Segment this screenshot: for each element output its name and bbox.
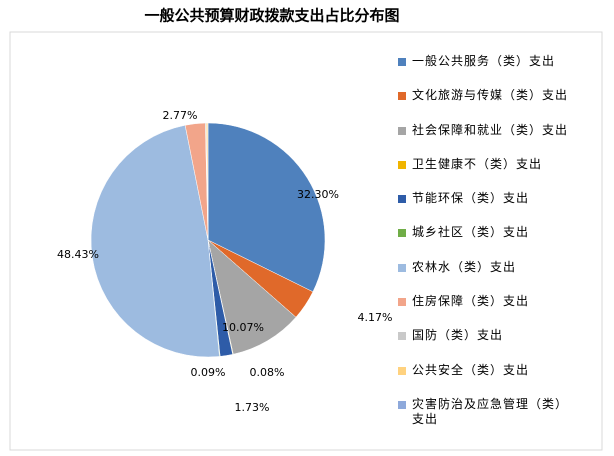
data-label: 48.43% — [57, 248, 99, 261]
pie-slice — [207, 122, 326, 293]
legend-item: 一般公共服务（类）支出 — [398, 54, 588, 88]
legend-swatch — [398, 298, 406, 307]
legend-item: 城乡社区（类）支出 — [398, 225, 588, 259]
legend-label: 社会保障和就业（类）支出 — [412, 122, 569, 137]
legend-swatch — [398, 263, 406, 272]
legend-label: 卫生健康不（类）支出 — [412, 156, 543, 171]
legend-label: 文化旅游与传媒（类）支出 — [412, 88, 569, 103]
pie-slice — [207, 239, 297, 355]
legend-label: 农林水（类）支出 — [412, 259, 517, 274]
data-label: 0.08% — [250, 366, 285, 379]
data-label: 0.09% — [191, 366, 226, 379]
data-label: 2.77% — [163, 109, 198, 122]
legend-swatch — [398, 400, 406, 409]
legend-item: 灾害防治及应急管理（类）支出 — [398, 397, 588, 431]
legend-item: 公共安全（类）支出 — [398, 363, 588, 397]
data-label: 1.73% — [235, 401, 270, 414]
data-label: 4.17% — [358, 311, 393, 324]
legend-item: 文化旅游与传媒（类）支出 — [398, 88, 588, 122]
chart-title: 一般公共预算财政拨款支出占比分布图 — [144, 7, 399, 25]
legend-swatch — [398, 332, 406, 341]
legend-item: 社会保障和就业（类）支出 — [398, 123, 588, 157]
legend-label: 节能环保（类）支出 — [412, 191, 530, 206]
legend-item: 农林水（类）支出 — [398, 260, 588, 294]
legend-label: 灾害防治及应急管理（类）支出 — [412, 396, 569, 426]
legend-swatch — [398, 195, 406, 204]
legend-swatch — [398, 92, 406, 101]
legend-label: 住房保障（类）支出 — [412, 294, 530, 309]
legend-label: 国防（类）支出 — [412, 328, 504, 343]
legend-label: 一般公共服务（类）支出 — [412, 54, 556, 68]
legend-item: 住房保障（类）支出 — [398, 294, 588, 328]
legend: 一般公共服务（类）支出 文化旅游与传媒（类）支出 社会保障和就业（类）支出 卫生健康不… — [398, 54, 588, 431]
legend-item: 国防（类）支出 — [398, 328, 588, 362]
data-label: 32.30% — [297, 188, 339, 201]
legend-swatch — [398, 366, 406, 375]
data-label: 10.07% — [222, 321, 264, 334]
legend-swatch — [398, 229, 406, 238]
pie-slice — [90, 124, 220, 358]
legend-item: 卫生健康不（类）支出 — [398, 157, 588, 191]
legend-swatch — [398, 58, 406, 66]
legend-label: 城乡社区（类）支出 — [412, 225, 530, 240]
legend-swatch — [398, 160, 406, 169]
legend-item: 节能环保（类）支出 — [398, 191, 588, 225]
legend-label: 公共安全（类）支出 — [412, 362, 530, 377]
legend-swatch — [398, 126, 406, 135]
